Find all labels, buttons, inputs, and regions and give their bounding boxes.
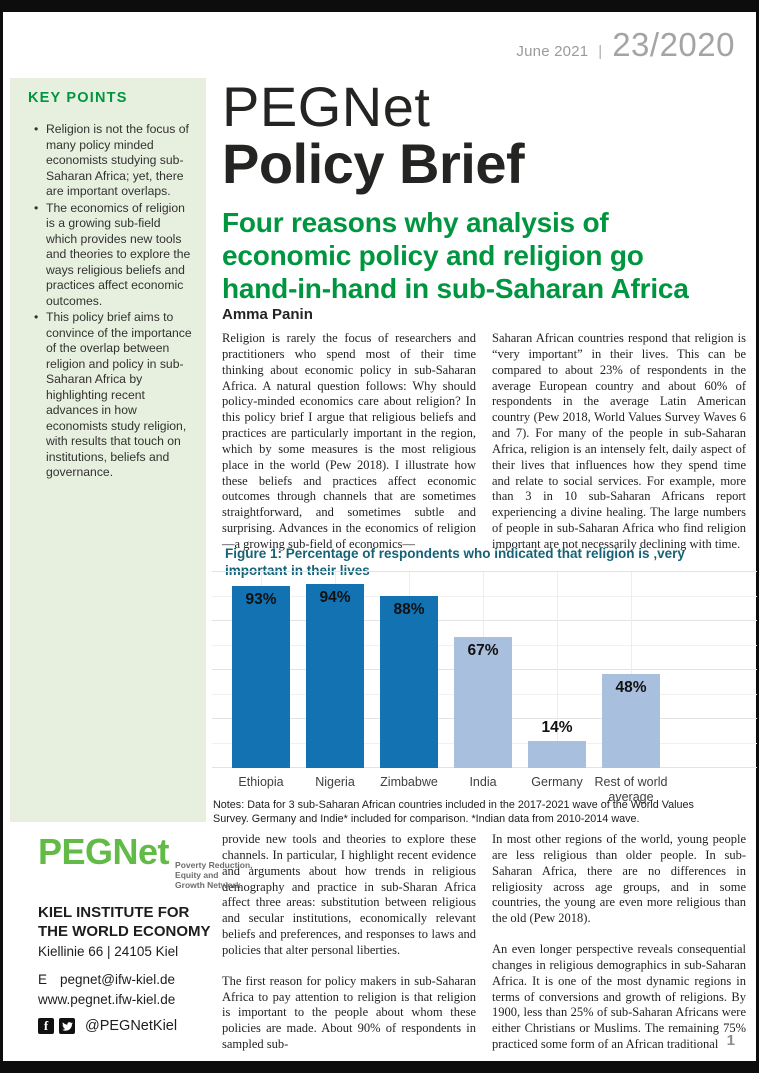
figure-notes-line: Survey. Germany and Indie* included for …	[213, 812, 640, 825]
bar-category-label: Ethiopia	[238, 775, 284, 789]
issue-header: June 2021 | 23/2020	[516, 26, 735, 64]
bar-value-label: 94%	[319, 588, 351, 606]
bar-india	[454, 636, 512, 768]
article-title-line: Four reasons why analysis of	[222, 207, 609, 238]
left-page-border	[0, 0, 3, 1073]
bar-zimbabwe	[380, 595, 438, 768]
paragraph: provide new tools and theories to explor…	[222, 832, 476, 957]
paragraph: An even longer perspective reveals conse…	[492, 942, 746, 1052]
key-point-item: Religion is not the focus of many policy…	[34, 122, 192, 200]
institute-name: KIEL INSTITUTE FOR THE WORLD ECONOMY	[38, 903, 211, 941]
issue-date: June 2021	[516, 43, 589, 60]
bar-value-label: 14%	[541, 718, 573, 736]
figure-notes-line: Notes: Data for 3 sub-Saharan African co…	[213, 799, 694, 811]
article-title-line: hand-in-hand in sub-Saharan Africa	[222, 273, 689, 304]
paragraph: In most other regions of the world, youn…	[492, 832, 746, 926]
twitter-bird-glyph	[61, 1021, 73, 1031]
pegnet-logo-tagline-line: Growth Network	[175, 880, 241, 890]
bar-category-label: Germany	[531, 775, 583, 789]
gridline	[212, 571, 757, 572]
institute-address: Kiellinie 66 | 24105 Kiel	[38, 944, 179, 959]
pegnet-logo: PEGNet Poverty Reduction, Equity and Growt…	[38, 831, 253, 891]
gridline-vertical	[631, 572, 632, 768]
bar-value-label: 88%	[393, 600, 425, 618]
figure-title-line: Figure 1: Percentage of respondents who …	[225, 546, 685, 561]
bar-nigeria	[306, 583, 364, 768]
pegnet-logo-tagline-line: Poverty Reduction,	[175, 860, 253, 870]
top-black-bar	[0, 0, 759, 12]
bar-ethiopia	[232, 585, 290, 768]
bar-value-label: 93%	[245, 590, 277, 608]
figure-notes: Notes: Data for 3 sub-Saharan African co…	[213, 799, 694, 826]
body-column-right-lower: In most other regions of the world, youn…	[492, 832, 746, 1068]
issue-number: 23/2020	[612, 26, 735, 63]
brand-title: PEGNet	[222, 75, 431, 138]
bar-category-label: Nigeria	[315, 775, 355, 789]
institute-name-line: THE WORLD ECONOMY	[38, 923, 211, 940]
pegnet-logo-tagline: Poverty Reduction, Equity and Growth Netwo…	[175, 860, 252, 890]
key-points-panel: KEY POINTS Religion is not the focus of …	[10, 78, 206, 822]
body-columns-bottom: provide new tools and theories to explor…	[222, 832, 746, 1068]
bar-germany	[528, 740, 586, 768]
key-points-list: Religion is not the focus of many policy…	[28, 122, 192, 481]
bottom-black-bar	[0, 1061, 759, 1073]
email-row: E pegnet@ifw-kiel.de	[38, 972, 175, 987]
body-column-left: Religion is rarely the focus of research…	[222, 331, 476, 568]
bar-category-label: Rest of world average	[594, 775, 668, 804]
right-page-border	[756, 0, 759, 1073]
figure-title: Figure 1: Percentage of respondents who …	[225, 545, 685, 579]
key-point-item: The economics of religion is a growing s…	[34, 201, 192, 310]
twitter-icon[interactable]	[59, 1018, 75, 1034]
page-title: Policy Brief	[222, 132, 525, 195]
issue-separator: |	[598, 43, 603, 60]
website-link[interactable]: www.pegnet.ifw-kiel.de	[38, 992, 176, 1007]
body-column-right: Saharan African countries respond that r…	[492, 331, 746, 568]
email-link[interactable]: pegnet@ifw-kiel.de	[60, 972, 176, 987]
bar-value-label: 48%	[615, 678, 647, 696]
key-points-title: KEY POINTS	[28, 90, 128, 106]
body-columns-top: Religion is rarely the focus of research…	[222, 331, 746, 568]
gridline	[212, 620, 757, 621]
bar-rest-of-world-average	[602, 673, 660, 768]
pegnet-logo-text: PEGNet	[38, 831, 170, 872]
social-handle[interactable]: @PEGNetKiel	[85, 1018, 178, 1034]
page-number: 1	[726, 1032, 735, 1049]
bar-value-label: 67%	[467, 641, 499, 659]
gridline	[212, 595, 757, 597]
paragraph: The first reason for policy makers in su…	[222, 973, 476, 1052]
facebook-icon[interactable]: f	[38, 1018, 54, 1034]
author-name: Amma Panin	[222, 306, 313, 323]
paragraph: Saharan African countries respond that r…	[492, 331, 746, 551]
article-title: Four reasons why analysis of economic pol…	[222, 206, 689, 305]
pegnet-logo-tagline-line: Equity and	[175, 870, 219, 880]
article-title-line: economic policy and religion go	[222, 240, 644, 271]
body-column-left-lower: provide new tools and theories to explor…	[222, 832, 476, 1068]
bar-chart: 93% Ethiopia 94% Nigeria 88% Zimbabwe 67% India…	[212, 571, 757, 804]
key-point-item: This policy brief aims to convince of th…	[34, 310, 192, 481]
bar-category-label: Zimbabwe	[380, 775, 438, 789]
gridline-vertical	[557, 572, 558, 768]
paragraph: Religion is rarely the focus of research…	[222, 331, 476, 551]
bar-category-label: India	[469, 775, 497, 789]
social-row: f @PEGNetKiel	[38, 1018, 177, 1034]
institute-name-line: KIEL INSTITUTE FOR	[38, 904, 190, 921]
email-label: E	[38, 972, 48, 987]
